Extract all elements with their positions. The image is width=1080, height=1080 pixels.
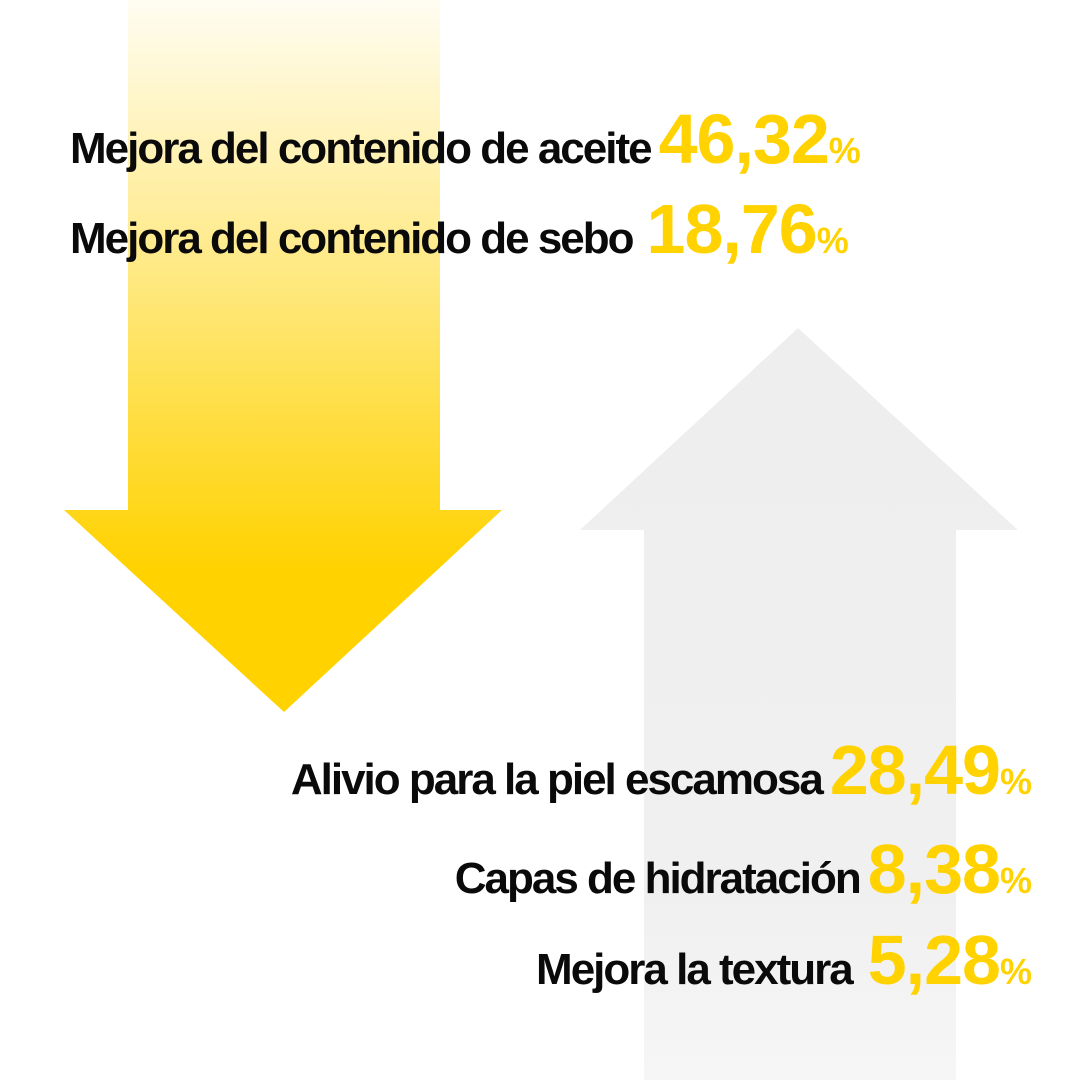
stat-label: Alivio para la piel escamosa — [290, 755, 824, 804]
stat-unit: % — [816, 220, 849, 261]
stat-label: Capas de hidratación — [454, 854, 862, 903]
stat-unit: % — [828, 130, 861, 171]
stat-unit: % — [999, 761, 1032, 802]
stat-unit: % — [999, 860, 1032, 901]
stat-unit: % — [999, 951, 1032, 992]
stat-label: Mejora la textura — [536, 945, 854, 994]
up-arrow-icon — [580, 328, 1018, 1080]
stat-value: 8,38 — [867, 830, 1001, 908]
stat-label: Mejora del contenido de aceite — [70, 124, 653, 173]
stat-oil-content: Mejora del contenido de aceite 46,32 % — [70, 104, 861, 174]
stat-flaky-skin-relief: Alivio para la piel escamosa 28,49 % — [291, 735, 1032, 805]
stat-hydration-layers: Capas de hidratación 8,38 % — [455, 834, 1032, 904]
down-arrow-icon — [64, 0, 502, 712]
stat-value: 5,28 — [867, 921, 1001, 999]
stat-value: 28,49 — [829, 731, 1001, 809]
stat-texture-improvement: Mejora la textura 5,28 % — [536, 925, 1032, 995]
stat-sebum-content: Mejora del contenido de sebo 18,76 % — [70, 194, 849, 264]
stat-value: 18,76 — [646, 190, 818, 268]
stat-value: 46,32 — [658, 100, 830, 178]
stat-label: Mejora del contenido de sebo — [70, 214, 635, 263]
